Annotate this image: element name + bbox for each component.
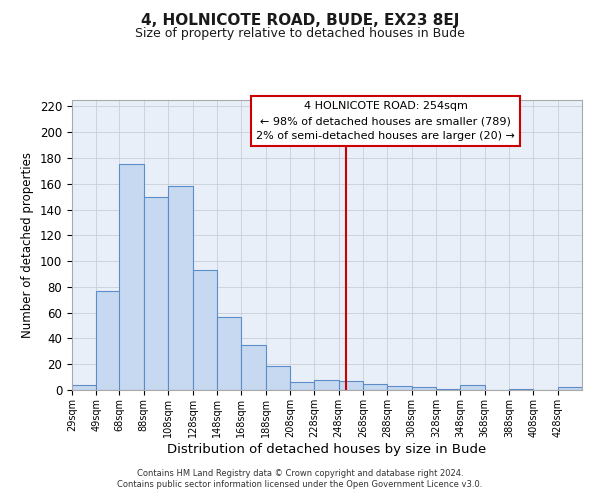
Text: 4 HOLNICOTE ROAD: 254sqm
← 98% of detached houses are smaller (789)
2% of semi-d: 4 HOLNICOTE ROAD: 254sqm ← 98% of detach… [256, 102, 515, 141]
Text: Size of property relative to detached houses in Bude: Size of property relative to detached ho… [135, 28, 465, 40]
X-axis label: Distribution of detached houses by size in Bude: Distribution of detached houses by size … [167, 442, 487, 456]
Bar [387, 386, 412, 390]
Bar [119, 164, 144, 390]
Bar [509, 388, 533, 390]
Bar [363, 384, 387, 390]
Bar [290, 382, 314, 390]
Bar [436, 388, 460, 390]
Bar [412, 388, 436, 390]
Bar [241, 345, 266, 390]
Bar [557, 388, 582, 390]
Bar [338, 381, 363, 390]
Text: Contains HM Land Registry data © Crown copyright and database right 2024.: Contains HM Land Registry data © Crown c… [137, 468, 463, 477]
Text: Contains public sector information licensed under the Open Government Licence v3: Contains public sector information licen… [118, 480, 482, 489]
Bar [72, 385, 97, 390]
Bar [314, 380, 338, 390]
Bar [460, 385, 485, 390]
Bar [193, 270, 217, 390]
Text: 4, HOLNICOTE ROAD, BUDE, EX23 8EJ: 4, HOLNICOTE ROAD, BUDE, EX23 8EJ [141, 12, 459, 28]
Bar [144, 196, 168, 390]
Bar [97, 291, 121, 390]
Bar [266, 366, 290, 390]
Y-axis label: Number of detached properties: Number of detached properties [22, 152, 34, 338]
Bar [217, 316, 241, 390]
Bar [168, 186, 193, 390]
